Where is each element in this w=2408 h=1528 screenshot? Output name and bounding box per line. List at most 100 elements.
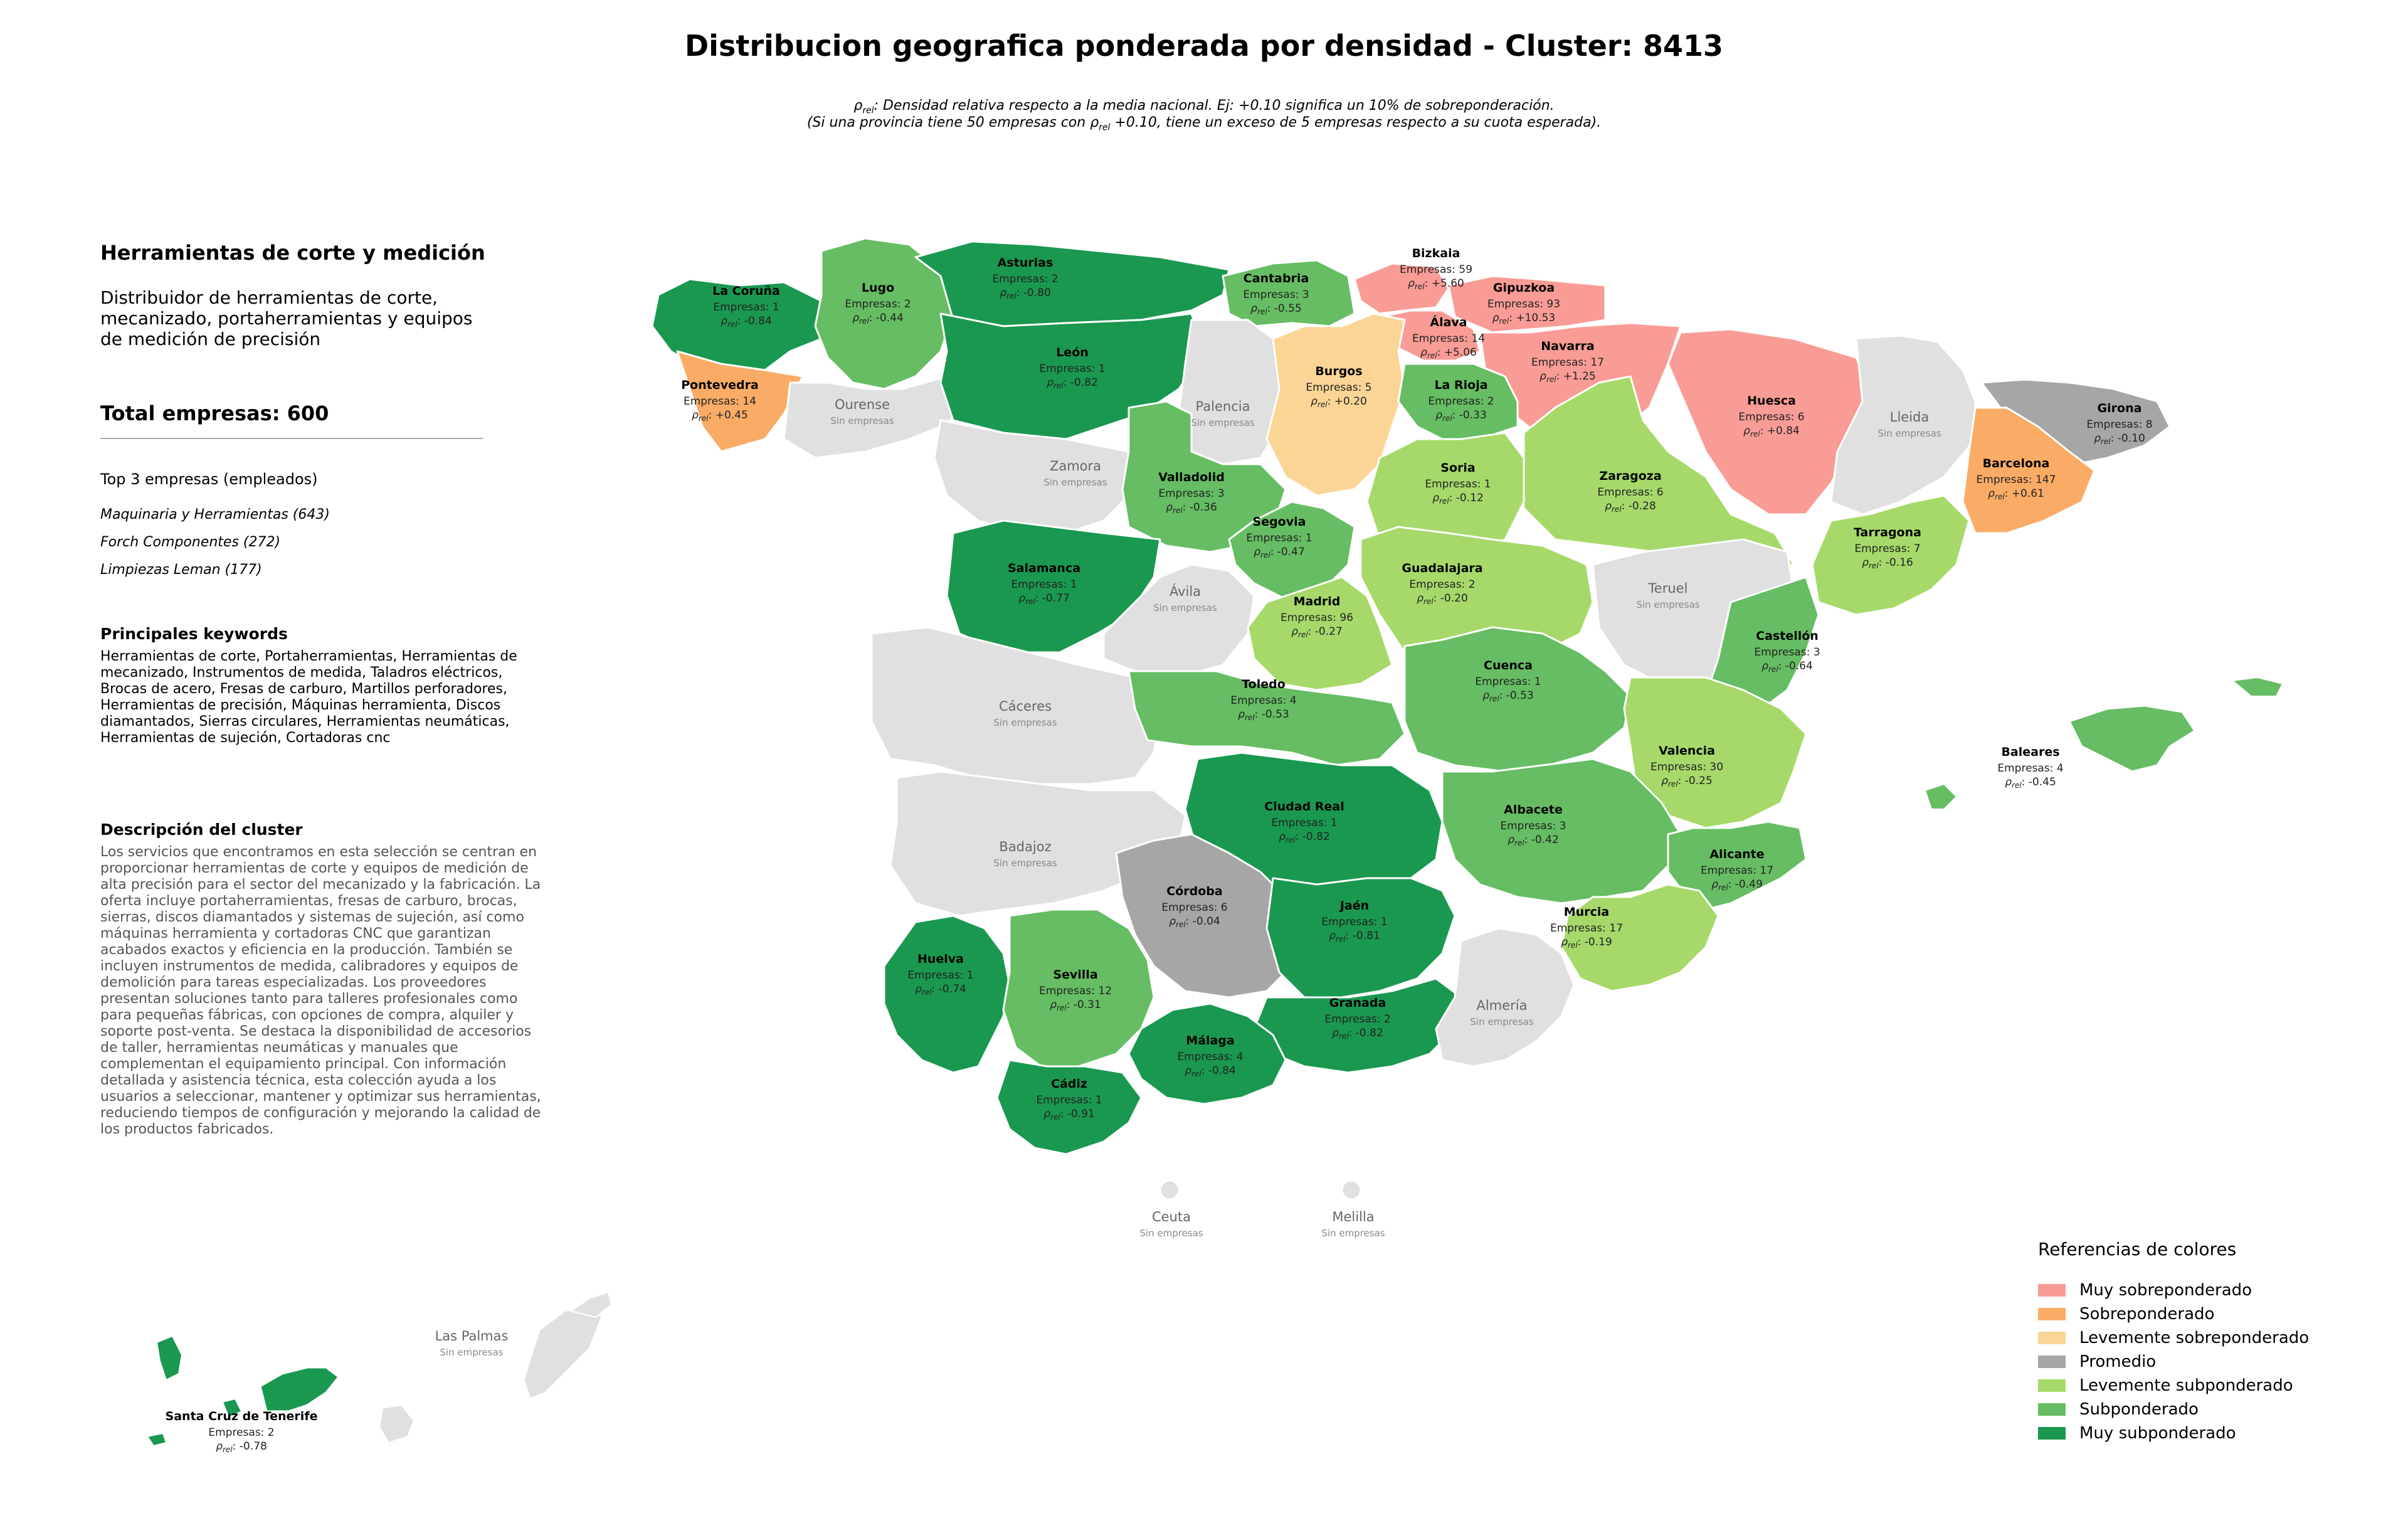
legend-item: Muy subponderado [2038,1421,2389,1445]
province-rho: ρrel: -0.64 [1761,660,1813,674]
province-label: Burgos [1315,364,1362,378]
island-la-palma [156,1335,183,1381]
province-count: Empresas: 7 [1854,543,1920,555]
legend-item: Levemente subponderado [2038,1374,2389,1398]
province-rho: ρrel: -0.53 [1238,708,1289,722]
top-company-2: Forch Componentes (272) [100,534,281,550]
province-asturias [914,240,1230,327]
province-count: Empresas: 1 [713,301,779,314]
province-rho: ρrel: -0.84 [721,315,772,329]
legend-swatch [2038,1379,2066,1392]
province-label: La Rioja [1434,378,1487,392]
province-count: Empresas: 3 [1243,289,1309,301]
province-count: Empresas: 2 [992,273,1058,285]
province-count: Empresas: 1 [907,969,973,982]
province-count: Empresas: 6 [1597,486,1663,499]
province-avila [1102,563,1255,679]
legend-item: Muy sobreponderado [2038,1278,2389,1302]
province-label: Cantabria [1244,272,1309,285]
province-label: Teruel [1648,581,1688,596]
province-rho: ρrel: +5.60 [1408,277,1464,291]
province-no-companies: Sin empresas [440,1347,503,1358]
province-rho: ρrel: -0.44 [852,312,904,326]
province-label: Ávila [1170,583,1201,599]
province-no-companies: Sin empresas [1191,417,1254,428]
province-count: Empresas: 17 [1550,922,1623,935]
province-label: Zamora [1050,459,1101,474]
province-label: Cádiz [1051,1077,1087,1091]
province-count: Empresas: 2 [845,298,911,310]
province-palencia [1178,319,1281,465]
legend-item: Sobreponderado [2038,1302,2389,1326]
province-count: Empresas: 12 [1039,985,1112,997]
legend-label: Sobreponderado [2079,1305,2215,1324]
province-label: Bizkaia [1412,247,1460,260]
legend-swatch [2038,1403,2066,1416]
total-companies: Total empresas: 600 [100,401,329,425]
province-count: Empresas: 1 [1271,817,1337,829]
province-guadalajara [1360,526,1594,666]
province-count: Empresas: 17 [1531,356,1604,369]
province-label: Castellón [1756,629,1819,643]
legend-label: Muy sobreponderado [2079,1281,2252,1300]
province-rho: ρrel: -0.82 [1047,376,1098,390]
province-count: Empresas: 2 [1428,395,1494,408]
province-label: Valencia [1659,744,1715,758]
province-rho: ρrel: -0.31 [1050,999,1101,1012]
province-rho: ρrel: -0.77 [1018,592,1070,606]
province-baleares [2068,704,2196,773]
divider [100,438,483,439]
province-rho: ρrel: -0.20 [1417,592,1468,606]
province-rho: ρrel: +0.45 [692,409,748,423]
province-count: Empresas: 1 [1039,363,1105,375]
province-label: Lleida [1890,410,1930,425]
province-rho: ρrel: +0.20 [1311,395,1367,409]
province-rho: ρrel: -0.80 [1000,287,1051,300]
province-huesca [1667,328,1870,516]
province-no-companies: Sin empresas [1043,477,1107,488]
province-label: Ourense [835,397,890,412]
top-company-1: Maquinaria y Herramientas (643) [100,507,330,523]
province-count: Empresas: 2 [208,1426,274,1439]
province-valencia [1623,676,1807,829]
island-ibiza [1924,783,1958,810]
province-tarragona [1811,494,1970,616]
province-no-companies: Sin empresas [1636,599,1699,610]
top3-title: Top 3 empresas (empleados) [100,470,318,488]
province-count: Empresas: 147 [1977,474,2056,486]
province-count: Empresas: 93 [1487,298,1560,310]
province-no-companies: Sin empresas [1153,602,1217,613]
province-segovia [1228,501,1356,603]
province-no-companies: Sin empresas [1321,1228,1385,1239]
province-rho: ρrel: -0.84 [1185,1064,1236,1078]
province-label: Córdoba [1166,884,1222,898]
province-label: Salamanca [1008,561,1080,575]
top-company-3: Limpiezas Leman (177) [100,562,262,578]
province-count: Empresas: 1 [1036,1094,1102,1106]
province-label: La Coruña [712,284,780,298]
province-label: Pontevedra [681,378,759,392]
legend-label: Levemente subponderado [2079,1376,2293,1395]
description-title: Descripción del cluster [100,820,303,839]
province-zamora [933,419,1136,534]
province-count: Empresas: 1 [1321,916,1387,928]
province-sevilla [1002,908,1155,1068]
province-label: Navarra [1541,339,1595,353]
province-no-companies: Sin empresas [1877,428,1941,439]
province-label: Almería [1477,998,1528,1013]
cluster-short-description: Distribuidor de herramientas de corte, m… [100,287,473,349]
province-label: Gipuzkoa [1493,281,1555,295]
province-rho: ρrel: -0.81 [1329,930,1380,943]
legend-label: Levemente sobreponderado [2079,1329,2310,1347]
province-label: León [1056,346,1089,359]
legend-label: Muy subponderado [2079,1424,2236,1443]
province-count: Empresas: 1 [1011,578,1077,591]
description-text: Los servicios que encontramos en esta se… [100,844,541,1137]
province-label: Madrid [1294,595,1341,608]
province-santa-cruz-de-tenerife [259,1366,340,1413]
province-rho: ρrel: -0.82 [1279,830,1330,844]
province-gipuzkoa [1447,275,1607,334]
province-count: Empresas: 5 [1306,381,1371,394]
province-rho: ρrel: -0.42 [1508,834,1559,847]
